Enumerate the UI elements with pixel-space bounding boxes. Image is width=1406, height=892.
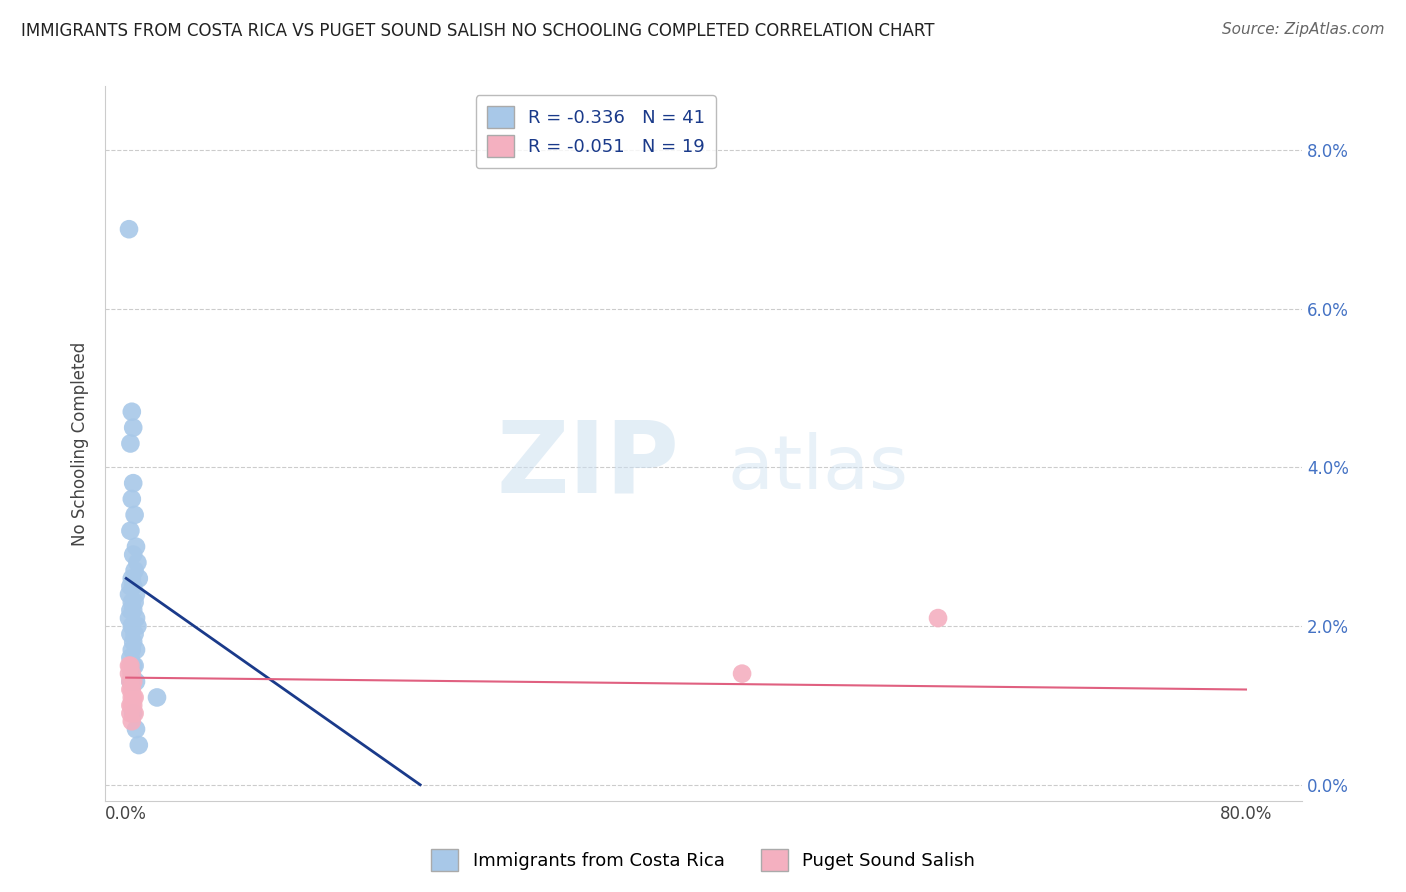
Point (122, 603, 145, 617)
Point (124, 595, 146, 609)
Point (127, 556, 149, 570)
Point (122, 548, 145, 562)
Point (122, 690, 145, 705)
Point (122, 420, 145, 434)
Point (124, 508, 146, 522)
Text: IMMIGRANTS FROM COSTA RICA VS PUGET SOUND SALISH NO SCHOOLING COMPLETED CORRELAT: IMMIGRANTS FROM COSTA RICA VS PUGET SOUN… (21, 22, 935, 40)
Point (120, 674, 142, 689)
Point (118, 611, 141, 625)
Point (125, 643, 148, 657)
Point (118, 666, 141, 681)
Point (120, 698, 142, 713)
Point (125, 674, 148, 689)
Point (121, 666, 143, 681)
Point (120, 436, 142, 450)
Point (122, 635, 145, 649)
Point (120, 603, 142, 617)
Point (121, 619, 143, 633)
Point (128, 571, 150, 585)
Text: atlas: atlas (727, 432, 908, 505)
Point (118, 658, 141, 673)
Point (125, 611, 148, 625)
Point (124, 706, 146, 721)
Point (125, 540, 148, 554)
Point (121, 682, 143, 697)
Point (125, 722, 148, 736)
Point (121, 643, 143, 657)
Point (120, 579, 142, 593)
Legend: Immigrants from Costa Rica, Puget Sound Salish: Immigrants from Costa Rica, Puget Sound … (423, 842, 983, 879)
Point (124, 627, 146, 641)
Point (121, 666, 143, 681)
Point (122, 674, 145, 689)
Point (120, 524, 142, 538)
Point (120, 627, 142, 641)
Text: Source: ZipAtlas.com: Source: ZipAtlas.com (1222, 22, 1385, 37)
Point (120, 682, 142, 697)
Point (121, 491, 143, 506)
Text: ZIP: ZIP (496, 417, 679, 514)
Point (927, 611, 949, 625)
Point (120, 706, 142, 721)
Point (118, 587, 141, 601)
Point (146, 690, 169, 705)
Point (118, 222, 141, 236)
Point (122, 476, 145, 491)
Point (122, 579, 145, 593)
Point (121, 698, 143, 713)
Y-axis label: No Schooling Completed: No Schooling Completed (72, 342, 89, 546)
Point (121, 690, 143, 705)
Point (120, 650, 142, 665)
Legend: R = -0.336   N = 41, R = -0.051   N = 19: R = -0.336 N = 41, R = -0.051 N = 19 (475, 95, 716, 169)
Point (124, 690, 146, 705)
Point (121, 714, 143, 729)
Point (124, 564, 146, 578)
Point (121, 595, 143, 609)
Point (124, 658, 146, 673)
Point (122, 698, 145, 713)
Point (120, 658, 142, 673)
Point (127, 619, 149, 633)
Point (121, 405, 143, 419)
Point (122, 706, 145, 721)
Point (120, 674, 142, 689)
Point (122, 658, 145, 673)
Point (125, 587, 148, 601)
Point (128, 738, 150, 752)
Point (121, 571, 143, 585)
Point (731, 666, 754, 681)
